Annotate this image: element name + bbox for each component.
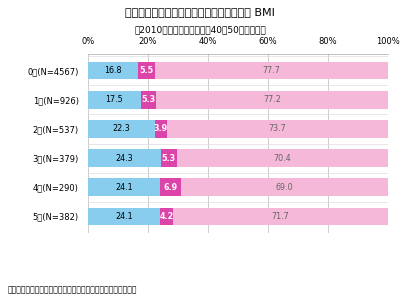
Bar [155,62,388,80]
Bar [138,62,155,80]
Text: 77.7: 77.7 [262,66,280,75]
Bar [88,208,160,225]
Text: 69.0: 69.0 [276,183,293,192]
Text: 24.1: 24.1 [115,212,133,221]
Bar [88,120,155,138]
Text: 24.3: 24.3 [116,154,133,163]
Text: 24.1: 24.1 [115,183,133,192]
Bar [160,208,173,225]
Text: 6.9: 6.9 [164,183,178,192]
Bar [156,91,388,109]
Text: （資料）日本医療データセンターによるデータで筆者が計算。: （資料）日本医療データセンターによるデータで筆者が計算。 [8,286,138,295]
Text: 17.5: 17.5 [105,95,123,104]
Bar [160,179,181,196]
Bar [88,149,161,167]
Text: 73.7: 73.7 [268,124,286,133]
Text: 22.3: 22.3 [112,124,130,133]
Bar [177,149,388,167]
Bar [181,179,388,196]
Bar [155,120,166,138]
Bar [88,62,138,80]
Text: 5.5: 5.5 [140,66,154,75]
Text: 77.2: 77.2 [263,95,281,104]
Text: 3.9: 3.9 [154,124,168,133]
Text: 4.2: 4.2 [160,212,174,221]
Text: 5.3: 5.3 [141,95,156,104]
Bar [88,179,160,196]
Bar [161,149,177,167]
Text: 70.4: 70.4 [274,154,291,163]
Text: 71.7: 71.7 [272,212,289,221]
Bar [166,120,388,138]
Bar [140,91,156,109]
Bar [173,208,388,225]
Text: 16.8: 16.8 [104,66,122,75]
Text: （2010年に肥満１度だった40～50歳代男性）: （2010年に肥満１度だった40～50歳代男性） [134,25,266,34]
Bar [88,91,140,109]
Text: 図表６　運動実施回数（年数）別５年後の BMI: 図表６ 運動実施回数（年数）別５年後の BMI [125,7,275,17]
Text: 5.3: 5.3 [162,154,176,163]
